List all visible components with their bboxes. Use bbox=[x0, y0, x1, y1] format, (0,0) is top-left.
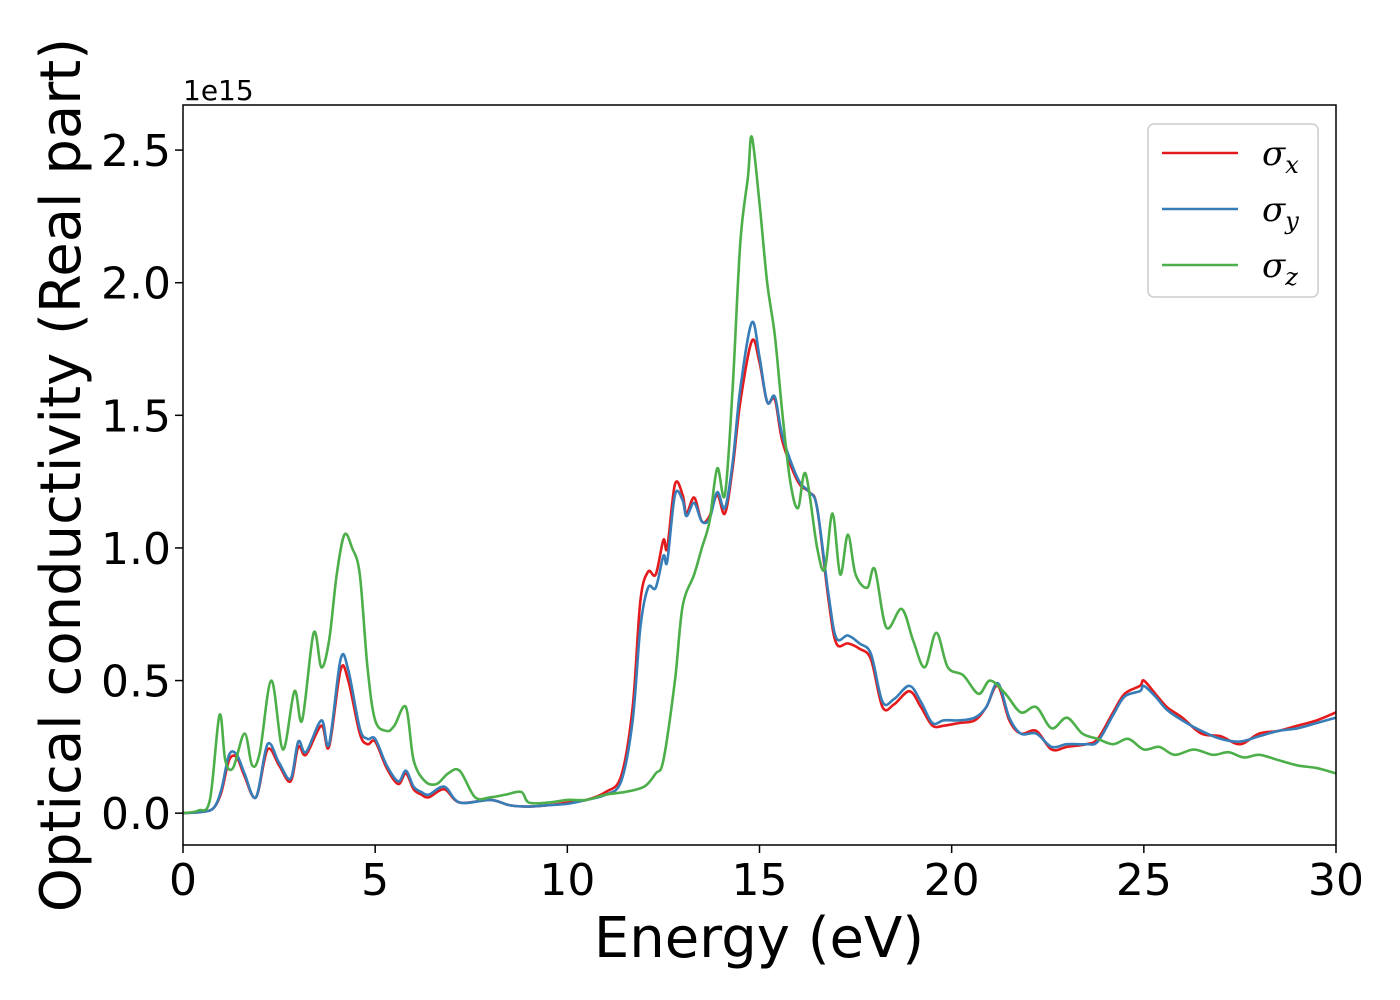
x-axis-label: Energy (eV) bbox=[594, 906, 924, 971]
x-tick-label: 10 bbox=[539, 855, 595, 906]
x-tick-label: 20 bbox=[924, 855, 980, 906]
y-axis-label: Optical conductivity (Real part) bbox=[29, 38, 94, 912]
legend-items: σx σy σz bbox=[1162, 134, 1299, 291]
y-tick-label: 1.0 bbox=[101, 524, 171, 575]
y-tick-label: 2.0 bbox=[101, 259, 171, 310]
x-tick-label: 5 bbox=[361, 855, 389, 906]
x-tick-label: 30 bbox=[1308, 855, 1364, 906]
y-tick-label: 2.5 bbox=[101, 126, 171, 177]
legend-label-y: σy bbox=[1262, 190, 1299, 235]
legend-label-x: σx bbox=[1262, 134, 1299, 179]
y-tick-label: 0.5 bbox=[101, 657, 171, 708]
series-line-y bbox=[183, 320, 1336, 815]
y-tick-label: 0.0 bbox=[101, 789, 171, 840]
y-tick-label: 1.5 bbox=[101, 391, 171, 442]
x-tick-label: 25 bbox=[1116, 855, 1172, 906]
x-tick-label: 0 bbox=[169, 855, 197, 906]
x-tick-label: 15 bbox=[732, 855, 788, 906]
legend: σx σy σz bbox=[1147, 123, 1319, 298]
y-offset-label: 1e15 bbox=[183, 74, 254, 107]
x-axis-ticks: 0 5 10 15 20 25 30 bbox=[169, 845, 1364, 906]
y-axis-ticks: 0.0 0.5 1.0 1.5 2.0 2.5 bbox=[101, 126, 183, 840]
series-layer bbox=[183, 135, 1336, 815]
series-line-x bbox=[183, 338, 1336, 815]
legend-label-z: σz bbox=[1262, 246, 1298, 291]
series-line-z bbox=[183, 135, 1336, 815]
legend-box bbox=[1147, 123, 1319, 298]
